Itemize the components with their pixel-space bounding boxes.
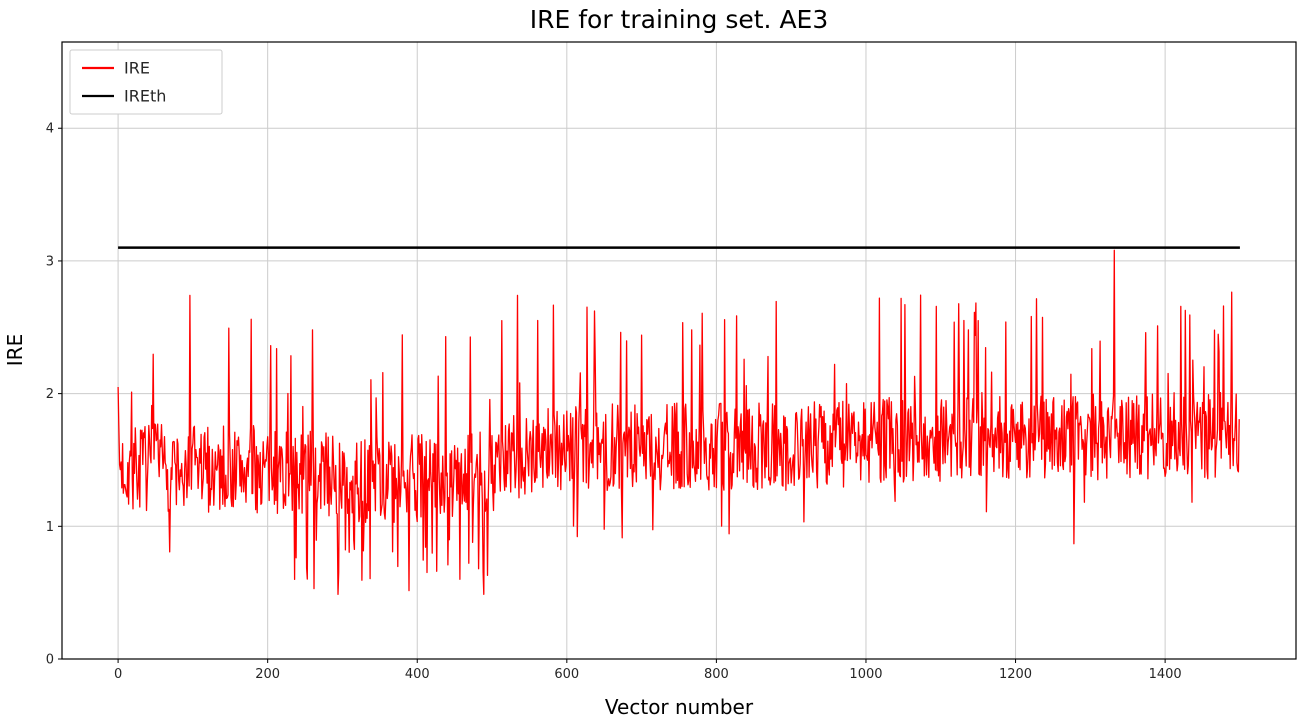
x-tick-label: 1000 — [849, 667, 882, 682]
series-layer — [117, 246, 1240, 596]
x-tick-label: 800 — [704, 667, 729, 682]
x-tick-label: 600 — [554, 667, 579, 682]
legend-box — [69, 49, 223, 115]
chart-title: IRE for training set. AE3 — [530, 5, 829, 34]
tick-layer: 0 200 400 600 800 1000 1200 1400 0 1 2 3 4 — [46, 122, 1182, 682]
x-tick-label: 1200 — [999, 667, 1032, 682]
x-tick-label: 1400 — [1149, 667, 1182, 682]
legend-entry-label: IREth — [124, 87, 166, 106]
x-axis-label: Vector number — [605, 695, 754, 719]
legend: IRE IREth — [69, 49, 223, 115]
grid-layer — [62, 42, 1296, 660]
y-axis-label: IRE — [3, 334, 27, 366]
x-tick-label: 400 — [405, 667, 430, 682]
y-tick-label: 3 — [46, 254, 54, 269]
y-tick-label: 2 — [46, 387, 54, 402]
ire-line — [117, 249, 1240, 596]
legend-entry-label: IRE — [124, 59, 150, 78]
y-tick-label: 1 — [46, 520, 54, 535]
x-tick-label: 200 — [255, 667, 280, 682]
x-tick-label: 0 — [114, 667, 122, 682]
y-tick-label: 4 — [46, 122, 54, 137]
y-tick-label: 0 — [46, 653, 54, 668]
plot-border — [61, 41, 1297, 660]
